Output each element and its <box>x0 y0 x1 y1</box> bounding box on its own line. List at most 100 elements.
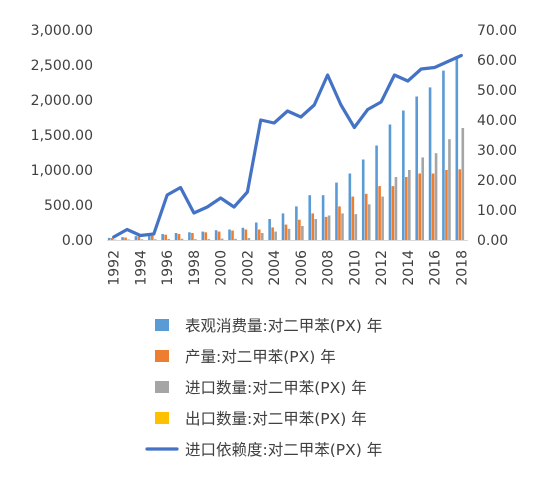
bar-2-2008 <box>325 217 328 240</box>
y-tick-label: 2,000.00 <box>31 93 93 109</box>
bar-2-2014 <box>405 177 408 240</box>
bar-1-2008 <box>322 195 325 240</box>
bar-2-1996 <box>164 235 167 240</box>
bar-1-2001 <box>228 230 231 241</box>
bar-3-2004 <box>274 232 277 240</box>
bar-1-2000 <box>215 230 218 240</box>
bar-3-1993 <box>127 239 130 240</box>
y-tick-label: 1,000.00 <box>31 163 93 179</box>
bar-1-1994 <box>135 236 138 240</box>
bar-3-1997 <box>181 239 184 240</box>
bar-1-1993 <box>121 237 124 240</box>
x-tick-label: 2000 <box>214 250 230 286</box>
y2-tick-label: 70.00 <box>477 23 517 39</box>
bar-1-2012 <box>375 146 378 241</box>
legend-swatch-3 <box>155 381 169 393</box>
bar-1-2005 <box>282 213 285 240</box>
bar-1-2010 <box>349 174 352 241</box>
bar-2-2000 <box>218 232 221 240</box>
bar-2-2012 <box>378 186 381 240</box>
bar-1-1997 <box>175 233 178 240</box>
bar-1-1999 <box>201 232 204 240</box>
bar-1-1996 <box>161 234 164 240</box>
bar-2-2017 <box>445 170 448 240</box>
x-tick-label: 2006 <box>294 250 310 286</box>
bar-1-2018 <box>456 58 459 240</box>
legend-label-2: 产量:对二甲苯(PX) 年 <box>185 348 336 366</box>
bar-3-2001 <box>234 239 237 240</box>
bar-1-2003 <box>255 223 258 241</box>
y-tick-label: 1,500.00 <box>31 128 93 144</box>
x-tick-label: 2016 <box>428 250 444 286</box>
legend: 表观消费量:对二甲苯(PX) 年产量:对二甲苯(PX) 年进口数量:对二甲苯(P… <box>147 317 382 459</box>
legend-swatch-1 <box>155 319 169 331</box>
bar-3-2007 <box>314 219 317 240</box>
bar-2-1994 <box>138 237 141 241</box>
bar-2-2006 <box>298 220 301 240</box>
bar-1-2017 <box>442 71 445 240</box>
bar-3-2017 <box>448 139 451 240</box>
bar-2-2010 <box>352 197 355 240</box>
x-tick-label: 1996 <box>160 250 176 286</box>
bar-3-2012 <box>381 197 384 240</box>
y2-tick-label: 30.00 <box>477 143 517 159</box>
bar-2-2007 <box>311 213 314 240</box>
y-tick-label: 2,500.00 <box>31 58 93 74</box>
bar-1-1992 <box>108 238 111 240</box>
bar-1-2002 <box>242 228 245 240</box>
bar-2-1999 <box>204 232 207 240</box>
legend-swatch-4 <box>155 412 169 424</box>
x-tick-label: 2012 <box>374 250 390 286</box>
bar-2-1998 <box>191 233 194 240</box>
bar-1-2016 <box>429 87 432 240</box>
bar-1-1998 <box>188 232 191 240</box>
bar-3-2018 <box>462 128 465 240</box>
bar-3-2005 <box>288 229 291 240</box>
bar-2-2001 <box>231 231 234 240</box>
bar-2-2002 <box>245 230 248 241</box>
bar-3-2006 <box>301 226 304 240</box>
bar-2-2003 <box>258 230 261 241</box>
x-tick-label: 2002 <box>240 250 256 286</box>
bar-2-2011 <box>365 194 368 240</box>
bar-1-2007 <box>308 195 311 240</box>
bar-3-2014 <box>408 170 411 240</box>
bar-3-1995 <box>154 239 157 240</box>
bar-3-1998 <box>194 239 197 240</box>
bar-3-2016 <box>435 153 438 240</box>
y2-tick-label: 50.00 <box>477 83 517 99</box>
legend-label-3: 进口数量:对二甲苯(PX) 年 <box>185 379 367 397</box>
y-tick-label: 0.00 <box>62 233 93 249</box>
bar-2-2009 <box>338 206 341 240</box>
x-tick-label: 1994 <box>133 250 149 286</box>
x-tick-label: 2018 <box>454 250 470 286</box>
legend-swatch-2 <box>155 350 169 362</box>
y2-tick-label: 0.00 <box>477 233 508 249</box>
bar-3-2008 <box>328 216 331 241</box>
bar-3-2009 <box>341 213 344 240</box>
y2-tick-label: 20.00 <box>477 173 517 189</box>
bar-3-2000 <box>221 239 224 240</box>
bar-1-2009 <box>335 183 338 240</box>
legend-label-4: 出口数量:对二甲苯(PX) 年 <box>185 410 367 428</box>
bar-3-1994 <box>141 239 144 240</box>
bar-3-2003 <box>261 233 264 240</box>
bar-1-2011 <box>362 160 365 241</box>
bar-2-1997 <box>178 234 181 240</box>
bar-2-1993 <box>124 238 127 240</box>
legend-label-5: 进口依赖度:对二甲苯(PX) 年 <box>185 441 382 459</box>
bar-1-2013 <box>389 125 392 241</box>
bar-2-2016 <box>432 174 435 241</box>
x-tick-label: 1998 <box>187 250 203 286</box>
bar-1-2004 <box>268 219 271 240</box>
bar-3-1999 <box>207 239 210 240</box>
bar-3-1996 <box>167 239 170 240</box>
bar-3-2011 <box>368 204 371 240</box>
bar-2-2013 <box>392 186 395 240</box>
bar-2-2004 <box>271 227 274 240</box>
x-tick-label: 2010 <box>347 250 363 286</box>
bar-2-2015 <box>418 174 421 241</box>
bar-3-2002 <box>248 238 251 240</box>
